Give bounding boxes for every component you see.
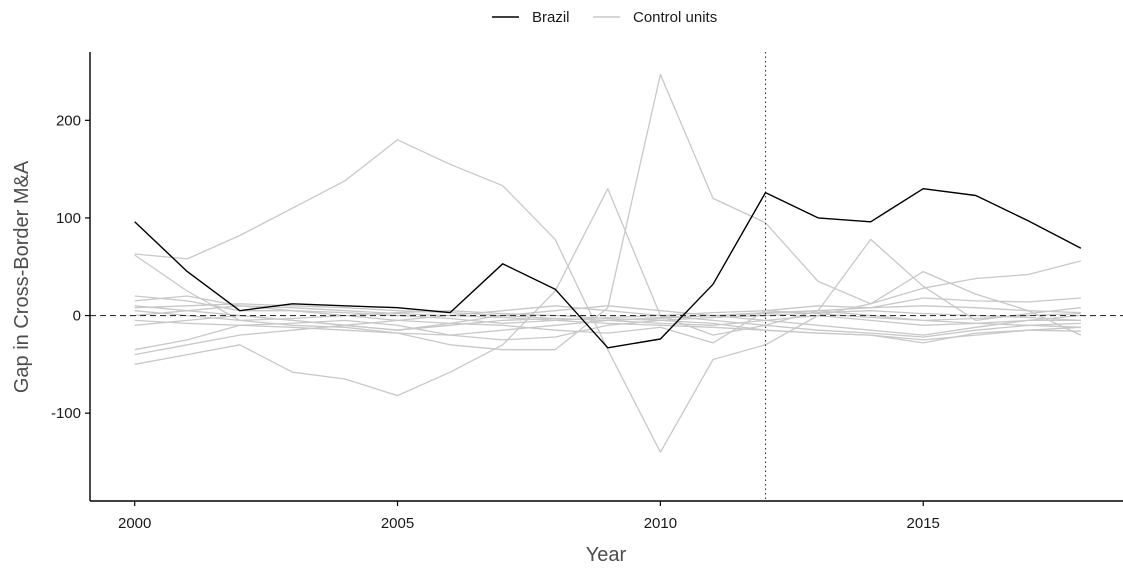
series-line-control-1: [134, 139, 1082, 453]
control-lines: [134, 73, 1082, 453]
y-tick-label-100: 100: [56, 210, 81, 227]
series-line-control-9: [134, 310, 1081, 322]
reference-lines: [90, 52, 1123, 501]
legend-label-brazil: Brazil: [532, 9, 570, 26]
series-line-control-3: [134, 188, 1081, 397]
legend-label-control-units: Control units: [633, 9, 717, 26]
series-line-control-5: [134, 319, 1081, 351]
series-line-control-2: [134, 73, 1082, 351]
x-tick-label-2000: 2000: [118, 515, 151, 532]
series-line-control-11: [134, 305, 1081, 341]
x-tick-label-2015: 2015: [907, 515, 940, 532]
y-axis-title: Gap in Cross-Border M&A: [11, 160, 33, 393]
y-ticks: -100 0 100 200: [51, 112, 90, 422]
y-tick-label--100: -100: [51, 405, 81, 422]
treated-line: [134, 187, 1082, 349]
x-ticks: 2000 2005 2010 2015: [118, 501, 940, 532]
legend: Brazil Control units: [492, 9, 717, 26]
x-axis-title: Year: [586, 544, 627, 566]
series-line-brazil: [134, 187, 1082, 349]
axes: 2000 2005 2010 2015 -100 0 100 200: [51, 52, 1123, 532]
y-tick-label-200: 200: [56, 112, 81, 129]
x-tick-label-2005: 2005: [381, 515, 414, 532]
x-tick-label-2010: 2010: [644, 515, 677, 532]
series-line-control-10: [134, 305, 1081, 356]
y-tick-label-0: 0: [73, 308, 81, 325]
series-line-control-13: [134, 314, 1081, 331]
